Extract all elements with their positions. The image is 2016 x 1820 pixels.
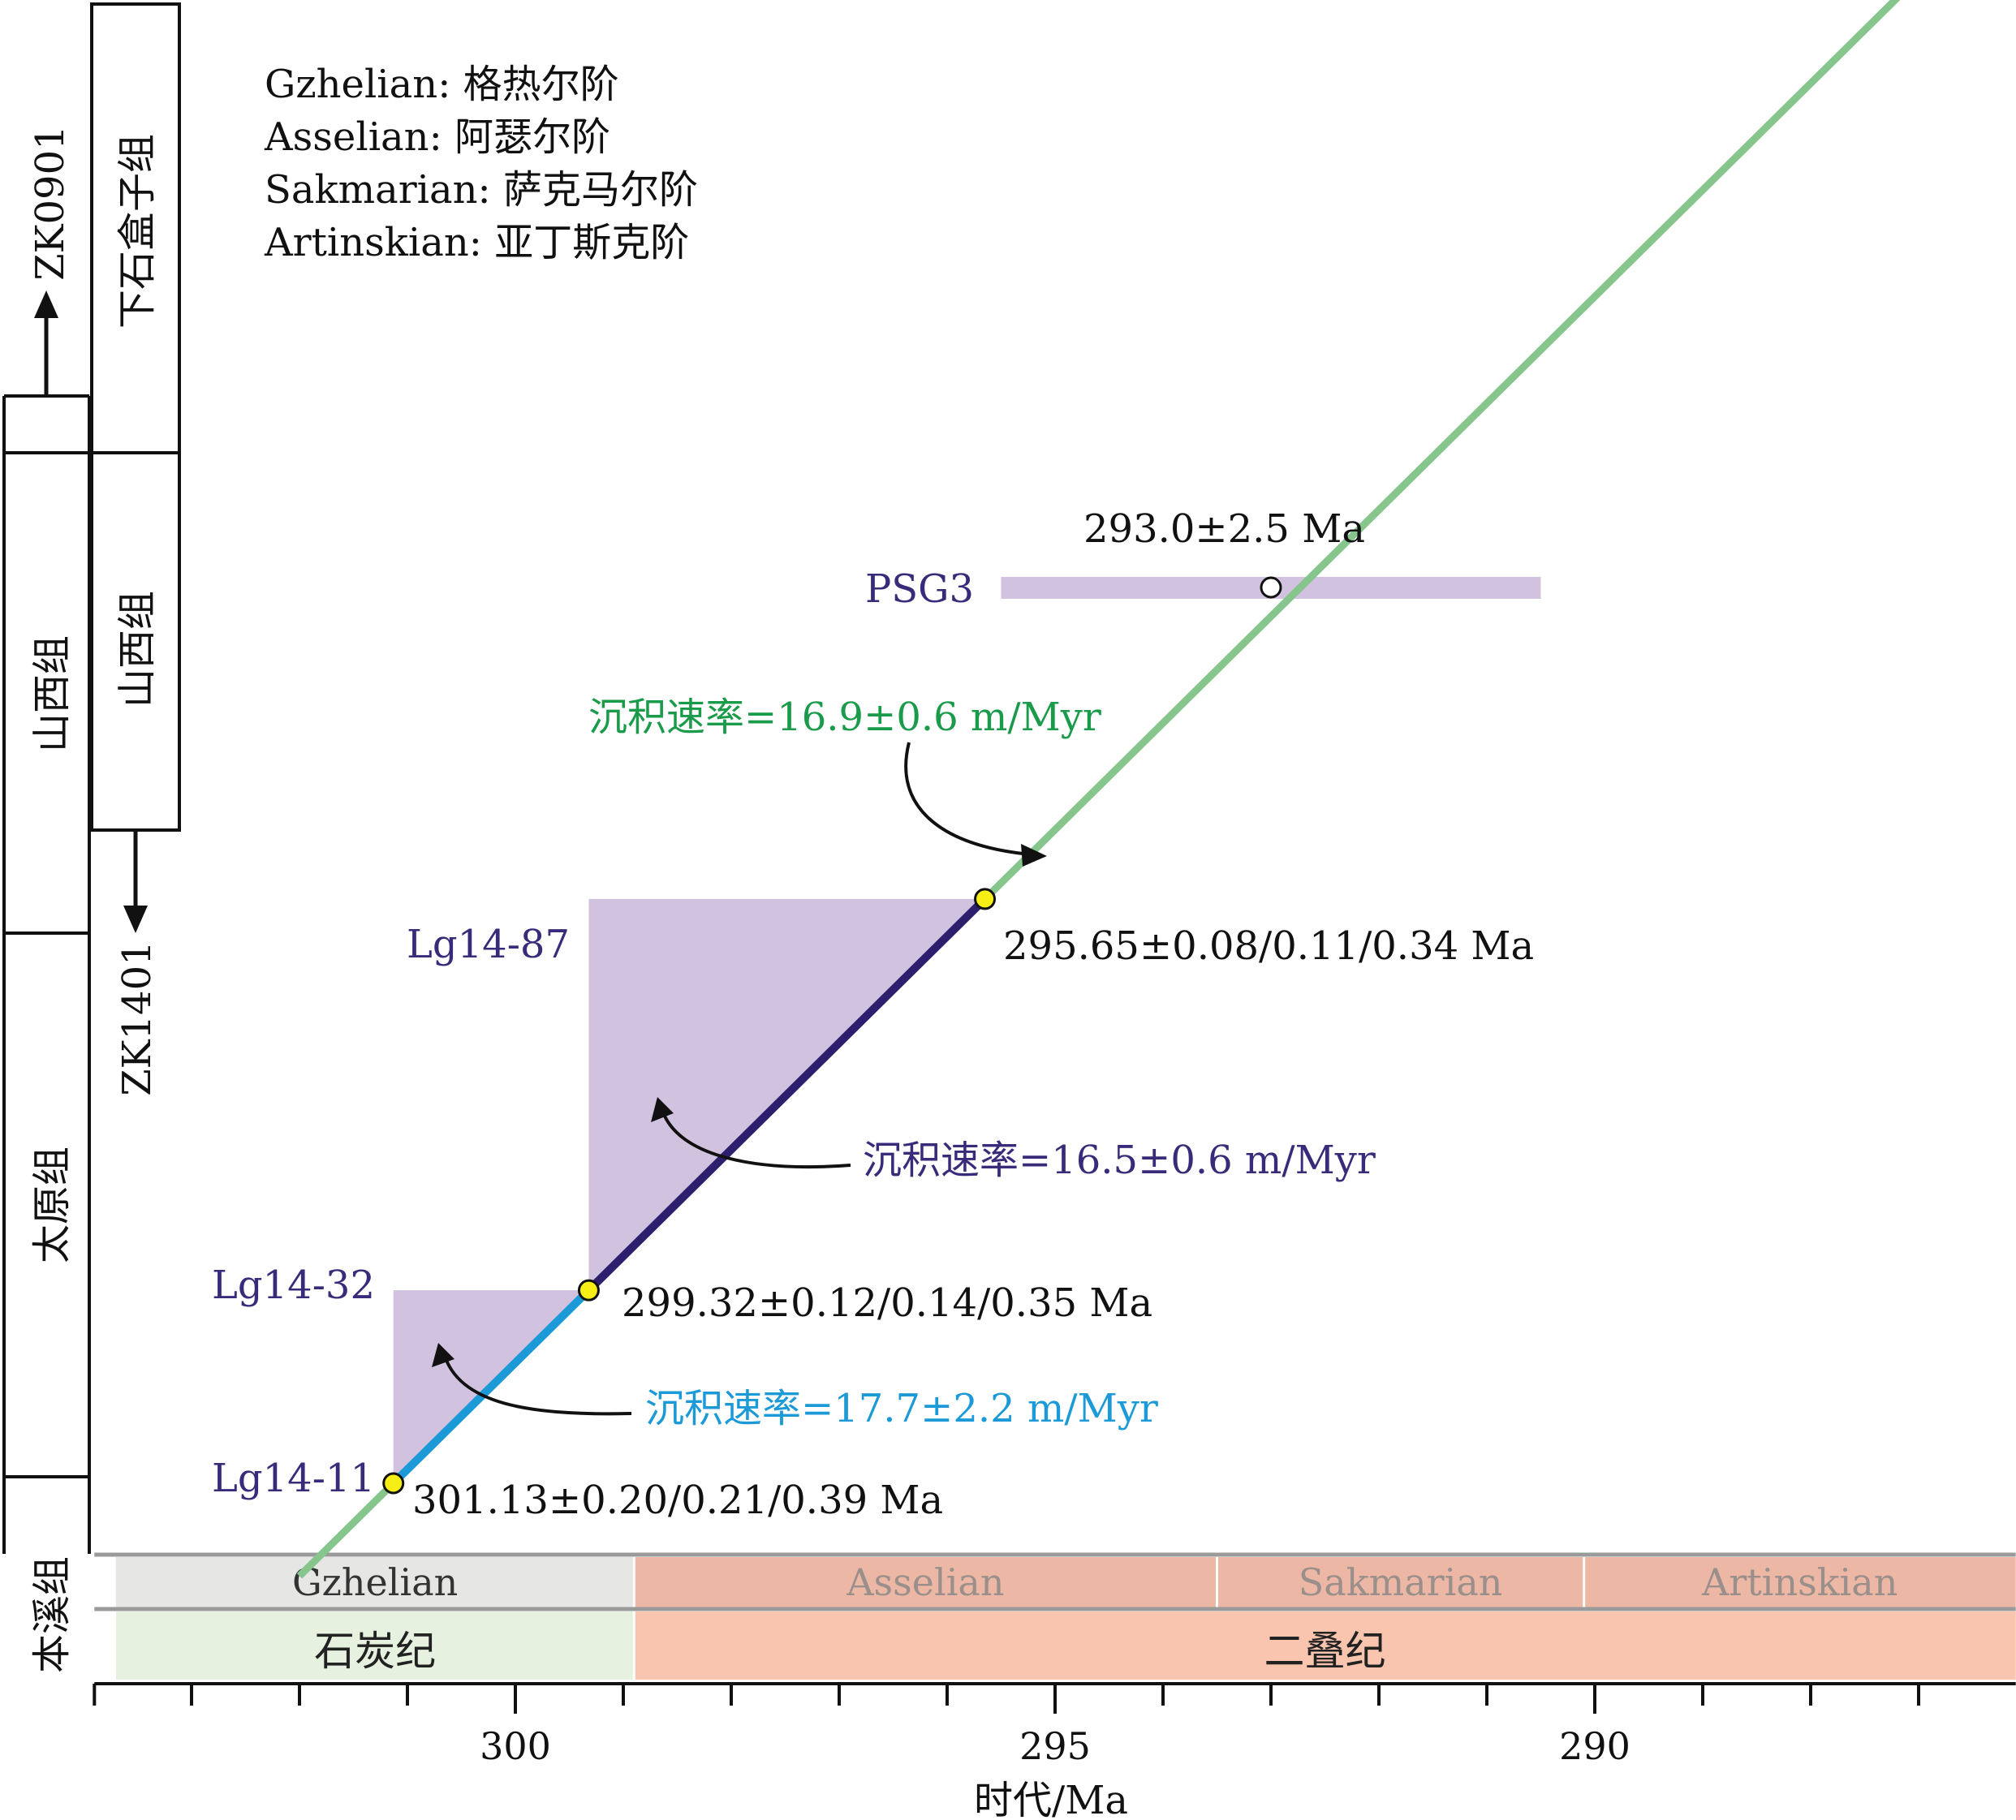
formation-shanxi-outer: 山西组	[29, 635, 75, 752]
arrow-down-icon	[123, 830, 148, 933]
stage-rect-gzhelian	[115, 1557, 635, 1607]
stage-label-asselian: Asselian	[846, 1560, 1004, 1604]
formation-taiyuan: 太原组	[29, 1147, 75, 1263]
stage-rect-sakmarian	[1217, 1557, 1584, 1607]
rate-label-overall: 沉积速率=16.9±0.6 m/Myr	[588, 695, 1101, 740]
sample-marker-lg14-87	[974, 888, 997, 910]
period-rect-1	[634, 1611, 2016, 1680]
stage-label-sakmarian: Sakmarian	[1299, 1560, 1503, 1604]
stage-rect-asselian	[634, 1557, 1217, 1607]
rate-box-lg14-11-lg14-32	[393, 1290, 589, 1483]
legend-item-sakmarian: Sakmarian: 萨克马尔阶	[265, 167, 698, 213]
rate-line-lg14-32-lg14-87	[585, 896, 989, 1293]
stage-rect-artinskian	[1583, 1557, 2016, 1607]
legend-item-artinskian: Artinskian: 亚丁斯克阶	[264, 220, 689, 265]
x-axis-title: 时代/Ma	[974, 1778, 1128, 1820]
x-axis: 300 295 290	[93, 1682, 2016, 1768]
x-tick-label: 300	[480, 1724, 551, 1768]
sample-name-lg14-32: Lg14-32	[212, 1263, 375, 1308]
rate-label-lg14-32-lg14-87: 沉积速率=16.5±0.6 m/Myr	[863, 1138, 1376, 1183]
plot-area	[296, 0, 1901, 1579]
legend-item-gzhelian: Gzhelian: 格热尔阶	[265, 62, 619, 107]
rate-label-lg14-11-lg14-32: 沉积速率=17.7±2.2 m/Myr	[645, 1386, 1158, 1431]
age-label-lg14-11: 301.13±0.20/0.21/0.39 Ma	[412, 1478, 943, 1523]
period-label-carboniferous: 石炭纪	[314, 1628, 436, 1675]
formation-shanxi-inner: 山西组	[114, 591, 160, 708]
sample-marker-lg14-11	[382, 1472, 405, 1495]
period-rect-0	[115, 1611, 635, 1680]
legend-item-asselian: Asselian: 阿瑟尔阶	[264, 114, 610, 160]
borehole-zk1401: ZK1401	[114, 940, 160, 1095]
sample-name-psg3: PSG3	[865, 566, 974, 612]
period-band	[115, 1611, 2016, 1680]
sample-marker-psg3	[1260, 576, 1282, 599]
stage-label-artinskian: Artinskian	[1701, 1560, 1898, 1604]
x-tick-label: 295	[1019, 1724, 1091, 1768]
sample-name-lg14-11: Lg14-11	[212, 1456, 375, 1501]
formation-xiashihezi: 下石盒子组	[114, 134, 160, 329]
age-label-lg14-87: 295.65±0.08/0.11/0.34 Ma	[1003, 923, 1534, 969]
annotation-arrow-blue	[432, 1343, 632, 1416]
stage-label-gzhelian: Gzhelian	[292, 1560, 458, 1604]
period-label-permian: 二叠纪	[1264, 1628, 1386, 1675]
age-label-psg3: 293.0±2.5 Ma	[1083, 506, 1365, 552]
outer-strat-column	[2, 394, 91, 1554]
stage-band	[94, 1552, 2016, 1611]
age-label-lg14-32: 299.32±0.12/0.14/0.35 Ma	[622, 1280, 1152, 1326]
annotation-arrow-green	[904, 742, 1047, 867]
sample-marker-lg14-32	[577, 1279, 600, 1302]
formation-benxi: 本溪组	[29, 1556, 75, 1673]
rate-line-lg14-11-lg14-32	[390, 1287, 592, 1487]
x-tick-label: 290	[1559, 1724, 1630, 1768]
borehole-zk0901: ZK0901	[28, 125, 73, 280]
sample-name-lg14-87: Lg14-87	[407, 922, 570, 967]
arrow-up-icon	[34, 290, 58, 396]
annotation-arrow-purple	[651, 1097, 851, 1169]
